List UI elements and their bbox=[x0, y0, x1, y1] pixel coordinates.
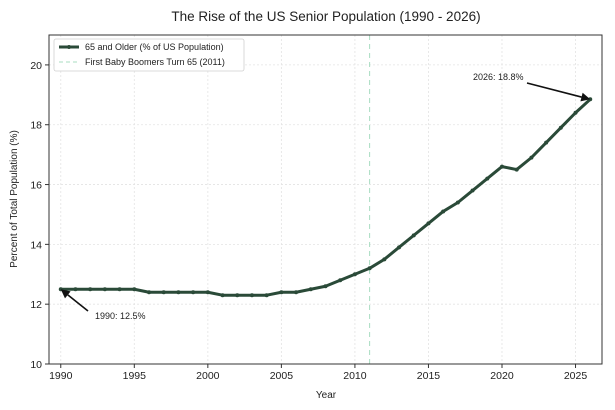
data-point bbox=[499, 164, 504, 169]
data-point bbox=[573, 110, 578, 115]
x-axis-ticks: 1990 1995 2000 2005 2010 2015 2020 2025 bbox=[49, 364, 587, 382]
data-point bbox=[147, 290, 152, 295]
data-point bbox=[88, 287, 93, 292]
data-point bbox=[411, 233, 416, 238]
data-point bbox=[294, 290, 299, 295]
data-point bbox=[264, 293, 269, 298]
y-tick-label: 16 bbox=[30, 180, 42, 192]
y-tick-label: 18 bbox=[30, 120, 42, 132]
data-point bbox=[338, 278, 343, 283]
data-point bbox=[132, 287, 137, 292]
legend: 65 and Older (% of US Population) First … bbox=[53, 38, 245, 72]
x-tick-label: 2015 bbox=[417, 370, 441, 382]
series-line bbox=[60, 98, 592, 297]
data-point bbox=[455, 200, 460, 205]
series-layer bbox=[58, 97, 593, 298]
annotation-end: 2026: 18.8% bbox=[473, 72, 591, 102]
x-tick-label: 2005 bbox=[270, 370, 294, 382]
data-point bbox=[249, 293, 254, 298]
data-point bbox=[426, 221, 431, 226]
data-point bbox=[161, 290, 166, 295]
annotation-start-label: 1990: 12.5% bbox=[95, 311, 146, 321]
legend-box bbox=[53, 38, 245, 72]
plot-frame bbox=[48, 34, 603, 365]
y-tick-label: 10 bbox=[30, 359, 42, 371]
x-tick-label: 2025 bbox=[564, 370, 588, 382]
data-point bbox=[397, 245, 402, 250]
x-tick-label: 2000 bbox=[196, 370, 220, 382]
data-point bbox=[191, 290, 196, 295]
annotation-end-arrowhead bbox=[580, 92, 591, 102]
data-point bbox=[529, 155, 534, 160]
annotation-start-arrowhead bbox=[60, 289, 71, 299]
data-point bbox=[323, 284, 328, 289]
data-point bbox=[382, 257, 387, 262]
data-point bbox=[102, 287, 107, 292]
data-point bbox=[117, 287, 122, 292]
data-point bbox=[220, 293, 225, 298]
y-tick-label: 14 bbox=[30, 239, 42, 251]
data-point bbox=[73, 287, 78, 292]
data-point bbox=[235, 293, 240, 298]
data-point bbox=[176, 290, 181, 295]
annotation-start: 1990: 12.5% bbox=[60, 289, 146, 321]
x-tick-label: 1995 bbox=[123, 370, 147, 382]
annotation-end-arrow bbox=[526, 82, 582, 98]
data-point bbox=[205, 290, 210, 295]
legend-series-label: 65 and Older (% of US Population) bbox=[85, 42, 224, 52]
data-point bbox=[558, 125, 563, 130]
data-point bbox=[514, 167, 519, 172]
annotation-end-label: 2026: 18.8% bbox=[473, 72, 524, 82]
x-tick-label: 2010 bbox=[343, 370, 367, 382]
legend-series-marker bbox=[67, 45, 71, 49]
data-point bbox=[470, 188, 475, 193]
x-tick-label: 1990 bbox=[49, 370, 73, 382]
y-tick-label: 12 bbox=[30, 299, 42, 311]
data-point bbox=[367, 266, 372, 271]
data-point bbox=[441, 209, 446, 214]
y-axis-ticks: 10 12 14 16 18 20 bbox=[30, 60, 49, 371]
y-tick-label: 20 bbox=[30, 60, 42, 72]
chart-title: The Rise of the US Senior Population (19… bbox=[171, 9, 480, 24]
data-point bbox=[279, 290, 284, 295]
data-point bbox=[308, 287, 313, 292]
x-tick-label: 2020 bbox=[490, 370, 514, 382]
y-axis-label: Percent of Total Population (%) bbox=[9, 130, 20, 268]
legend-refline-label: First Baby Boomers Turn 65 (2011) bbox=[85, 57, 225, 67]
data-point bbox=[544, 140, 549, 145]
grid bbox=[49, 35, 602, 365]
x-axis-label: Year bbox=[316, 390, 337, 401]
data-point bbox=[485, 176, 490, 181]
data-point bbox=[352, 272, 357, 277]
annotation-start-arrow bbox=[67, 294, 89, 312]
